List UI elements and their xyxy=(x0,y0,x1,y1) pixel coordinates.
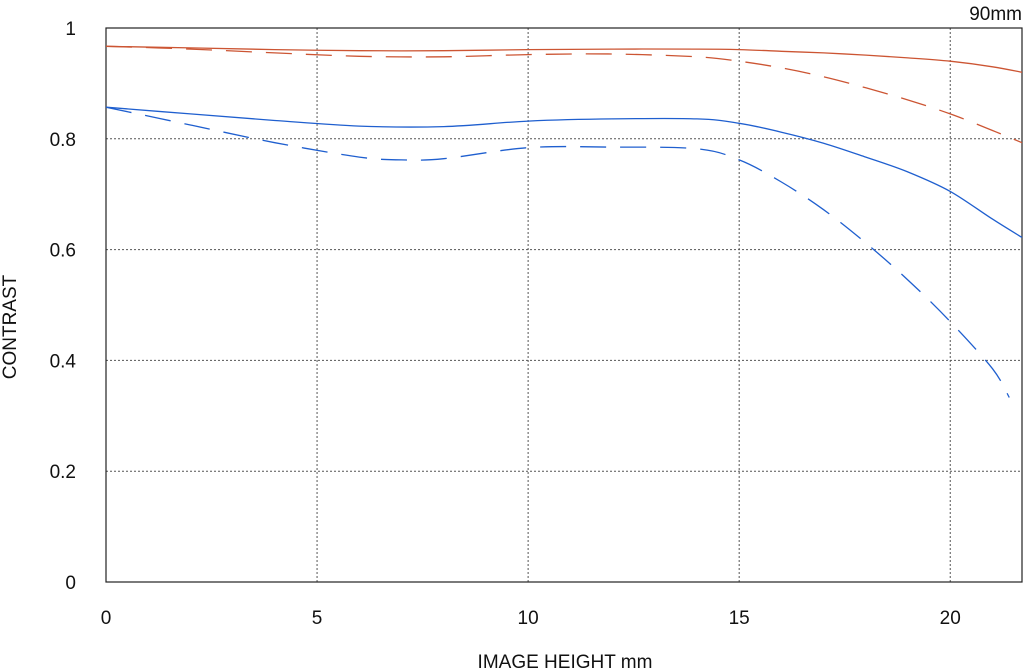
focal-length-label: 90mm xyxy=(969,4,1022,25)
x-tick-label: 0 xyxy=(101,608,112,629)
y-tick-label: 0.6 xyxy=(50,241,76,262)
y-tick-label: 0.2 xyxy=(50,462,76,483)
series-line-blue-dashed xyxy=(105,106,1010,398)
series-line-blue-solid xyxy=(105,106,1023,238)
x-tick-label: 20 xyxy=(940,608,961,629)
series-line-red-solid xyxy=(105,45,1023,73)
y-tick-label: 0.8 xyxy=(50,130,76,151)
x-tick-label: 5 xyxy=(312,608,323,629)
series-group xyxy=(105,45,1023,398)
plot-frame xyxy=(105,27,1023,583)
x-tick-label: 10 xyxy=(518,608,539,629)
grid-lines xyxy=(106,28,1022,582)
x-tick-labels: 0 5 10 15 20 xyxy=(101,608,961,629)
y-tick-label: 0.4 xyxy=(50,351,77,372)
series-line-red-dashed xyxy=(105,45,1023,144)
x-axis-title: IMAGE HEIGHT mm xyxy=(478,652,653,672)
y-tick-label: 0 xyxy=(65,573,76,594)
y-tick-label: 1 xyxy=(65,19,76,40)
y-axis-title: CONTRAST xyxy=(0,274,21,379)
y-tick-labels: 0 0.2 0.4 0.6 0.8 1 xyxy=(50,19,77,594)
x-tick-label: 15 xyxy=(729,608,750,629)
